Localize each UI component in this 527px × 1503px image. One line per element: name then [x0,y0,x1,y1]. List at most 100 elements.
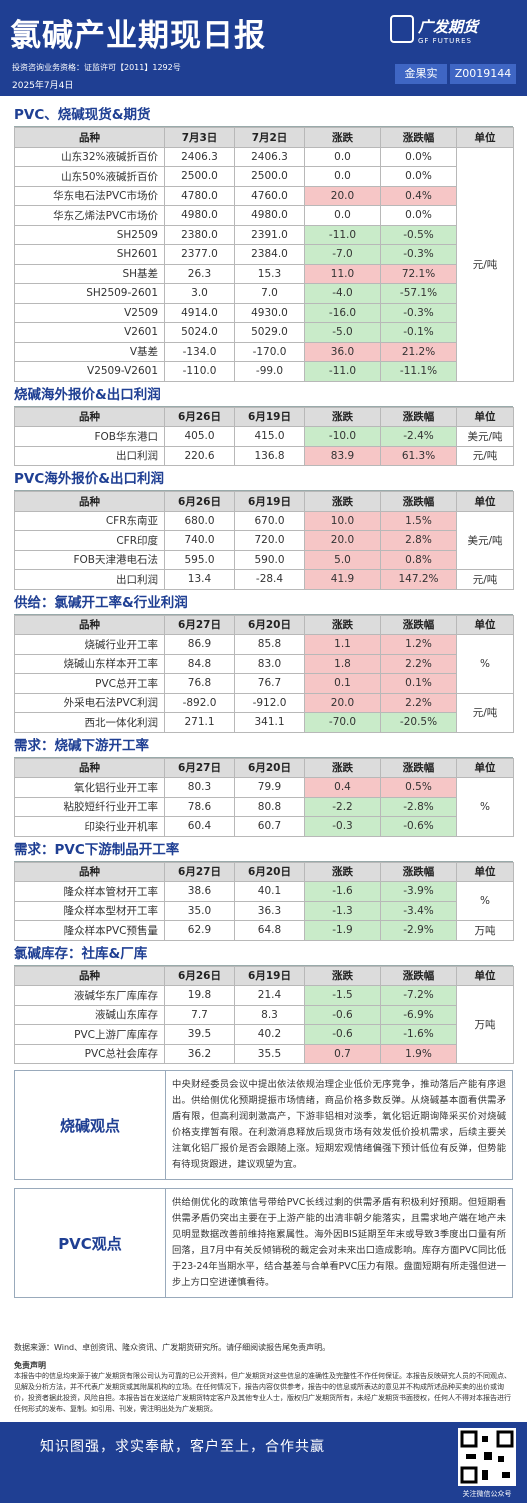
value-cell: 13.4 [164,569,235,590]
data-table: 品种 6月26日 6月19日 涨跌 涨跌幅 单位 液碱华东厂库库存 19.8 21.4 -1.5-… [14,965,514,1064]
value-cell: -0.3% [380,302,457,323]
section-title: 供给：氯碱开工率&行业利润 [14,592,513,615]
value-cell: 595.0 [164,549,235,570]
unit-cell: 元/吨 [456,569,514,590]
data-table: 品种 6月27日 6月20日 涨跌 涨跌幅 单位 氧化铝行业开工率 80.3 79.9 0.4 0.… [14,757,514,837]
value-cell: 2.2% [380,653,457,674]
value-cell: 136.8 [234,445,305,466]
column-header: 涨跌 [304,965,381,986]
column-header: 涨跌幅 [380,757,457,778]
column-header: 单位 [456,491,514,512]
value-cell: 4760.0 [234,185,305,206]
logo-en: GF FUTURES [418,37,472,45]
unit-cell: % [456,634,514,694]
column-header: 涨跌 [304,861,381,882]
value-cell: -70.0 [304,712,381,733]
column-header: 单位 [456,614,514,635]
unit-cell: 元/吨 [456,445,514,466]
section-title: 氯碱库存：社库&厂库 [14,943,513,966]
value-cell: 20.0 [304,692,381,713]
data-row: 烧碱山东样本开工率 84.8 83.0 1.8 2.2% [14,653,514,674]
value-cell: -0.6 [304,1024,381,1045]
value-cell: 4980.0 [164,205,235,226]
header-row: 品种 6月27日 6月20日 涨跌 涨跌幅 单位 [14,614,514,635]
value-cell: 86.9 [164,634,235,655]
value-cell: -134.0 [164,341,235,362]
unit-cell: 美元/吨 [456,510,514,570]
disclaimer: 免责声明 本报告中的信息均来源于被广发期货有限公司认为可靠的已公开资料，但广发期… [14,1360,513,1415]
value-cell: 41.9 [304,569,381,590]
column-header: 6月27日 [164,614,235,635]
value-cell: -11.0 [304,224,381,245]
date: 2025年7月4日 [12,81,74,91]
value-cell: 670.0 [234,510,305,531]
header-row: 品种 6月26日 6月19日 涨跌 涨跌幅 单位 [14,491,514,512]
unit-cell: % [456,881,514,921]
value-cell: -1.6 [304,881,381,902]
logo-cn: 广发期货 [418,18,479,36]
item-name: PVC上游厂库库存 [14,1024,165,1045]
column-header: 品种 [14,614,165,635]
data-table: 品种 6月26日 6月19日 涨跌 涨跌幅 单位 FOB华东港口 405.0 415.0 -10.… [14,406,514,467]
column-header: 涨跌 [304,491,381,512]
value-cell: -0.3% [380,244,457,265]
value-cell: 78.6 [164,796,235,817]
header-row: 品种 6月26日 6月19日 涨跌 涨跌幅 单位 [14,406,514,427]
value-cell: -0.5% [380,224,457,245]
item-name: 液碱华东厂库库存 [14,985,165,1006]
value-cell: 0.8% [380,549,457,570]
value-cell: 40.2 [234,1024,305,1045]
data-row: SH基差 26.3 15.3 11.0 72.1% [14,263,514,284]
value-cell: 4780.0 [164,185,235,206]
data-row: 出口利润 220.6 136.8 83.9 61.3% 元/吨 [14,445,514,466]
item-name: V2509 [14,302,165,323]
unit-cell: % [456,777,514,837]
column-header: 6月20日 [234,861,305,882]
data-row: PVC总社会库存 36.2 35.5 0.7 1.9% [14,1043,514,1064]
data-row: 山东50%液碱折百价 2500.0 2500.0 0.0 0.0% [14,166,514,187]
data-table: 品种 6月26日 6月19日 涨跌 涨跌幅 单位 CFR东南亚 680.0 670.0 10.0 1… [14,491,514,590]
value-cell: 19.8 [164,985,235,1006]
data-row: 华东乙烯法PVC市场价 4980.0 4980.0 0.0 0.0% [14,205,514,226]
item-name: SH2509 [14,224,165,245]
item-name: 隆众样本PVC预售量 [14,920,165,941]
header-row: 品种 6月26日 6月19日 涨跌 涨跌幅 单位 [14,965,514,986]
slogan: 知识图强，求实奉献，客户至上，合作共赢 [40,1439,325,1455]
item-name: 氧化铝行业开工率 [14,777,165,798]
value-cell: -28.4 [234,569,305,590]
value-cell: 2500.0 [164,166,235,187]
value-cell: 21.4 [234,985,305,1006]
value-cell: 7.7 [164,1004,235,1025]
value-cell: 10.0 [304,510,381,531]
header-row: 品种 7月3日 7月2日 涨跌 涨跌幅 单位 [14,127,514,148]
column-header: 涨跌幅 [380,127,457,148]
value-cell: -2.4% [380,426,457,447]
data-row: CFR印度 740.0 720.0 20.0 2.8% [14,530,514,551]
column-header: 6月19日 [234,965,305,986]
value-cell: 720.0 [234,530,305,551]
data-row: 液碱山东库存 7.7 8.3 -0.6 -6.9% [14,1004,514,1025]
value-cell: -0.1% [380,322,457,343]
column-header: 涨跌幅 [380,965,457,986]
section-title: 需求：PVC下游制品开工率 [14,839,513,862]
value-cell: 8.3 [234,1004,305,1025]
item-name: V基差 [14,341,165,362]
title: 氯碱产业期现日报 [10,18,266,54]
value-cell: 0.5% [380,777,457,798]
value-cell: 220.6 [164,445,235,466]
item-name: SH2601 [14,244,165,265]
value-cell: 415.0 [234,426,305,447]
data-row: 烧碱行业开工率 86.9 85.8 1.1 1.2%% [14,634,514,694]
value-cell: 2.8% [380,530,457,551]
data-row: V2509-V2601 -110.0 -99.0 -11.0 -11.1% [14,361,514,382]
column-header: 品种 [14,861,165,882]
section-title: 烧碱海外报价&出口利润 [14,384,513,407]
data-row: 隆众样本型材开工率 35.0 36.3 -1.3 -3.4% [14,900,514,921]
value-cell: -0.3 [304,816,381,837]
value-cell: 80.3 [164,777,235,798]
qualification: 投资咨询业务资格：证监许可【2011】1292号 [12,63,181,72]
value-cell: 62.9 [164,920,235,941]
column-header: 单位 [456,406,514,427]
value-cell: 61.3% [380,445,457,466]
value-cell: -16.0 [304,302,381,323]
